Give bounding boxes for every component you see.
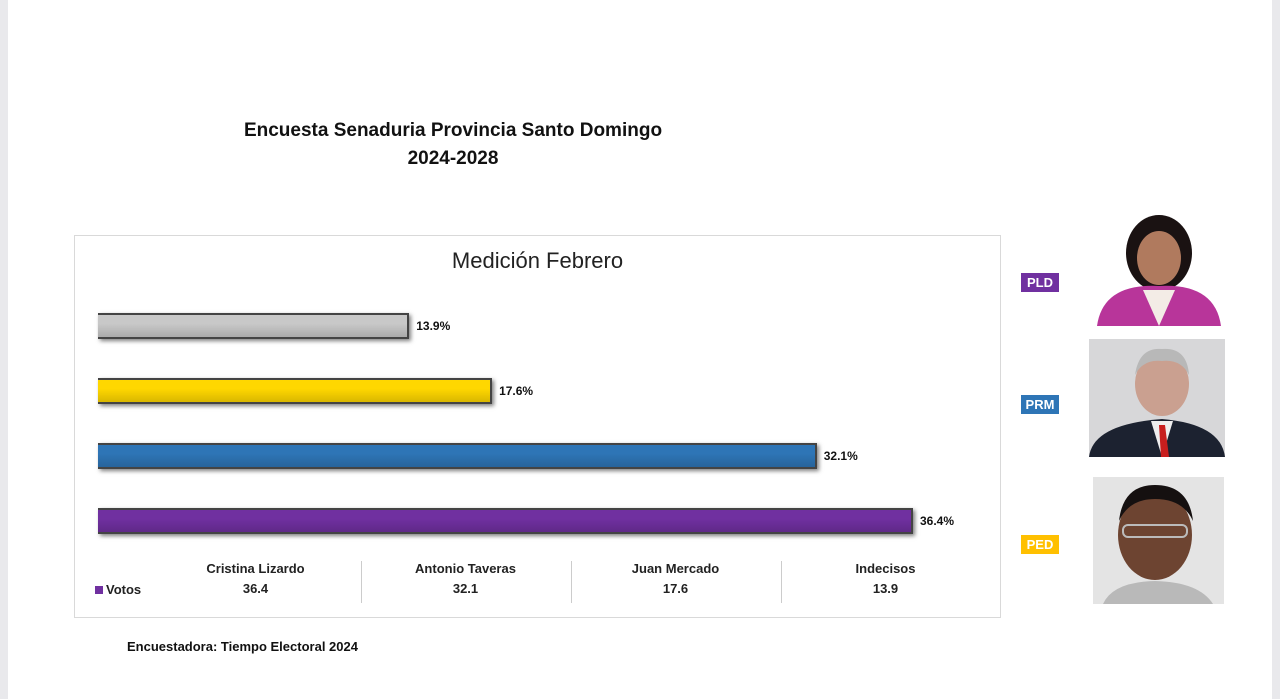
bar-cristina-lizardo (98, 508, 913, 534)
value-cell: 32.1 (452, 581, 479, 596)
value-cell: 36.4 (242, 581, 269, 596)
title-line-2: 2024-2028 (407, 148, 499, 169)
category-label: Indecisos (855, 561, 916, 576)
bar-data-label: 32.1% (823, 449, 858, 463)
legend-votos: Votos (95, 582, 141, 597)
chart-title: Medición Febrero (451, 248, 624, 273)
candidate-photo-cristina-lizardo (1093, 208, 1223, 326)
bar-juan-mercado (98, 378, 493, 404)
category-label: Juan Mercado (631, 561, 720, 576)
bar-data-label: 36.4% (920, 514, 955, 528)
bar-antonio-taveras (98, 443, 817, 469)
legend-swatch (95, 586, 103, 594)
candidate-photo-juan-mercado (1093, 477, 1224, 604)
table-column: Juan Mercado 17.6 (571, 559, 780, 605)
value-cell: 13.9 (872, 581, 899, 596)
party-badge-pld: PLD (1021, 273, 1059, 292)
legend-label: Votos (106, 582, 142, 597)
table-column: Cristina Lizardo 36.4 (151, 559, 360, 605)
bar-data-label: 17.6% (499, 384, 534, 398)
source-note: Encuestadora: Tiempo Electoral 2024 (127, 639, 358, 654)
column-divider (781, 561, 782, 603)
column-divider (571, 561, 572, 603)
page-title: Encuesta Senaduria Provincia Santo Domin… (8, 117, 898, 173)
title-line-1: Encuesta Senaduria Provincia Santo Domin… (243, 120, 663, 141)
party-badge-prm: PRM (1021, 395, 1059, 414)
party-badge-ped: PED (1021, 535, 1059, 554)
data-table: Votos Cristina Lizardo 36.4 Antonio Tavera… (75, 559, 1000, 605)
bar-data-label: 13.9% (416, 319, 451, 333)
slide: Encuesta Senaduria Provincia Santo Domin… (8, 0, 1272, 699)
column-divider (361, 561, 362, 603)
bar-indecisos (98, 313, 410, 339)
category-label: Cristina Lizardo (206, 561, 305, 576)
table-column: Antonio Taveras 32.1 (361, 559, 570, 605)
chart-frame: Medición Febrero 13.9% 17.6% 32.1% 36.4% Vo… (74, 235, 1001, 618)
value-cell: 17.6 (662, 581, 689, 596)
category-label: Antonio Taveras (415, 561, 516, 576)
table-column: Indecisos 13.9 (781, 559, 990, 605)
candidate-photo-antonio-taveras (1089, 339, 1225, 457)
